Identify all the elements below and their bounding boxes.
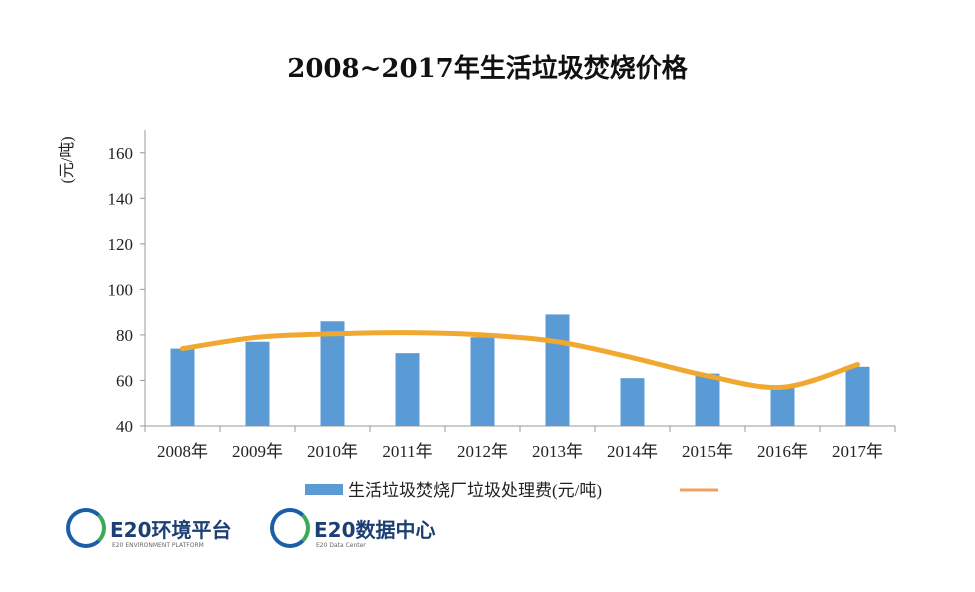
x-tick-label: 2017年 xyxy=(832,442,883,461)
y-tick-label: 140 xyxy=(108,189,134,208)
bar xyxy=(770,385,795,426)
logo-sub: E20 Data Center xyxy=(316,542,366,549)
bar xyxy=(695,373,720,426)
logo-e20-data-center: E20数据中心 E20 Data Center xyxy=(270,508,436,549)
y-tick-label: 100 xyxy=(108,280,134,299)
x-tick-label: 2010年 xyxy=(307,442,358,461)
logo-mark-icon xyxy=(66,508,106,548)
bar xyxy=(470,337,495,426)
bar xyxy=(620,378,645,426)
y-tick-label: 80 xyxy=(116,326,133,345)
x-tick-label: 2008年 xyxy=(157,442,208,461)
x-tick-label: 2011年 xyxy=(382,442,432,461)
legend-label-bar: 生活垃圾焚烧厂垃圾处理费(元/吨) xyxy=(348,481,602,500)
y-tick-label: 160 xyxy=(108,144,134,163)
y-tick-label: 120 xyxy=(108,235,134,254)
legend-swatch-bar xyxy=(305,484,343,495)
bar xyxy=(845,366,870,426)
bar xyxy=(545,314,570,426)
logo-mark-icon xyxy=(270,508,310,548)
logo-sub: E20 ENVIRONMENT PLATFORM xyxy=(112,542,204,549)
chart-title: 2008~2017年生活垃圾焚烧价格 xyxy=(287,54,688,84)
bar xyxy=(320,321,345,426)
logo-e20-platform: E20环境平台 E20 ENVIRONMENT PLATFORM xyxy=(66,508,232,549)
x-tick-label: 2009年 xyxy=(232,442,283,461)
x-tick-label: 2013年 xyxy=(532,442,583,461)
x-tick-label: 2015年 xyxy=(682,442,733,461)
x-tick-label: 2016年 xyxy=(757,442,808,461)
y-axis-label: (元/吨) xyxy=(58,136,76,183)
logo-name: E20数据中心 xyxy=(314,517,436,542)
bar xyxy=(170,348,195,426)
x-tick-label: 2014年 xyxy=(607,442,658,461)
logo-name: E20环境平台 xyxy=(110,517,232,542)
trend-line xyxy=(180,330,860,391)
y-tick-label: 60 xyxy=(116,371,133,390)
bar xyxy=(395,353,420,426)
x-tick-label: 2012年 xyxy=(457,442,508,461)
y-tick-label: 40 xyxy=(116,417,133,436)
bar xyxy=(245,341,270,426)
